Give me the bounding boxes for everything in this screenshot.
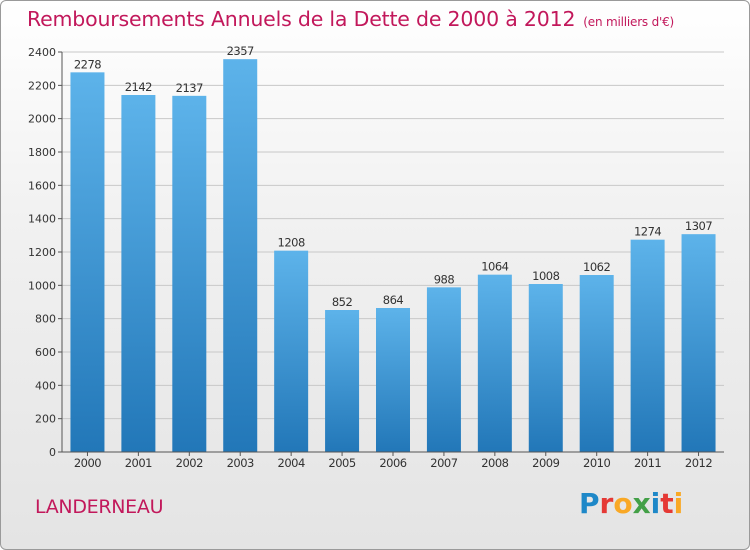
x-tick-label: 2012	[685, 456, 712, 470]
bar-value-label: 1064	[481, 260, 508, 274]
x-tick-label: 2004	[278, 456, 305, 470]
bar-value-label: 1274	[634, 225, 661, 239]
x-tick-label: 2002	[176, 456, 203, 470]
bar-value-label: 2357	[227, 44, 254, 58]
x-tick-label: 2011	[634, 456, 661, 470]
x-tick-label: 2006	[379, 456, 406, 470]
bar	[477, 274, 512, 452]
x-tick-label: 2005	[328, 456, 355, 470]
y-tick-label: 1000	[28, 279, 56, 292]
logo-letter: i	[673, 487, 684, 520]
x-tick-label: 2007	[430, 456, 457, 470]
bar-value-label: 1062	[583, 260, 610, 274]
logo-letter: r	[599, 487, 614, 520]
bar	[426, 287, 461, 452]
x-tick-label: 2003	[227, 456, 254, 470]
bar-value-label: 1307	[685, 219, 712, 233]
x-tick-label: 2010	[583, 456, 610, 470]
chart-title-block: Remboursements Annuels de la Dette de 20…	[27, 7, 674, 31]
bar-value-label: 988	[434, 272, 455, 286]
x-tick-label: 2008	[481, 456, 508, 470]
bar	[579, 275, 614, 452]
bar	[630, 239, 665, 452]
labels: 2278 2000 2142 2001 2137 2002 2357 2003 1208 2004…	[74, 44, 713, 470]
y-tick-label: 2400	[28, 46, 56, 59]
y-tick-label: 1800	[28, 146, 56, 159]
x-tick-label: 2001	[125, 456, 152, 470]
bar-value-label: 2137	[176, 81, 203, 95]
bar-value-label: 1208	[278, 236, 305, 250]
chart-subtitle: (en milliers d'€)	[583, 15, 675, 29]
bar-value-label: 2142	[125, 80, 152, 94]
bar-value-label: 864	[383, 293, 404, 307]
bars	[70, 59, 716, 453]
bar-value-label: 2278	[74, 57, 101, 71]
bar	[172, 95, 207, 452]
logo-letter: t	[660, 487, 674, 520]
city-name: LANDERNEAU	[35, 496, 164, 518]
bar	[528, 284, 563, 452]
x-tick-label: 2000	[74, 456, 101, 470]
bar-value-label: 852	[332, 295, 353, 309]
bar	[274, 250, 309, 452]
logo-letter: o	[613, 487, 633, 520]
bar	[681, 234, 716, 452]
bar	[121, 95, 156, 452]
y-tick-label: 0	[49, 446, 56, 459]
x-tick-label: 2009	[532, 456, 559, 470]
y-tick-label: 1400	[28, 213, 56, 226]
y-tick-label: 1600	[28, 179, 56, 192]
bar	[376, 308, 410, 452]
bar-value-label: 1008	[532, 269, 559, 283]
y-tick-label: 1200	[28, 246, 56, 259]
logo-letter: i	[650, 487, 661, 520]
logo-letter: x	[632, 487, 651, 520]
axes: 0 200 400 600 800 1000 1200 1400 1600 1800 2000 220…	[28, 46, 724, 459]
y-tick-label: 400	[35, 379, 56, 392]
bar	[223, 59, 258, 453]
chart-title: Remboursements Annuels de la Dette de 20…	[27, 7, 576, 31]
bar	[70, 72, 105, 452]
y-tick-label: 2200	[28, 79, 56, 92]
bar	[325, 310, 360, 452]
y-tick-label: 2000	[28, 113, 56, 126]
y-tick-label: 600	[35, 346, 56, 359]
y-tick-label: 800	[35, 313, 56, 326]
logo-letter: P	[579, 487, 600, 520]
proxiti-logo[interactable]: Proxiti	[579, 487, 683, 520]
y-tick-label: 200	[35, 413, 56, 426]
